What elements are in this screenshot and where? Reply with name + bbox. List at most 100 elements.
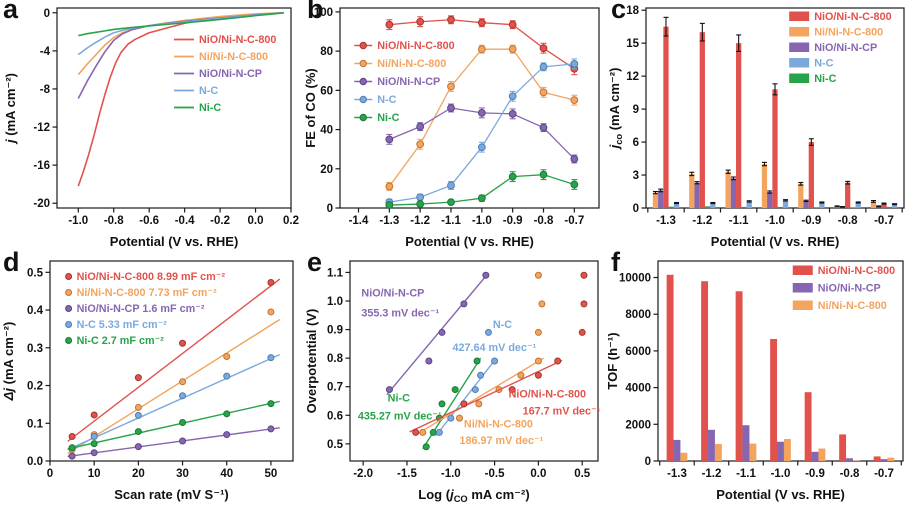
svg-text:-4: -4 [40,46,51,58]
series-NiO/Ni-N-C-800 [666,274,881,461]
svg-text:60: 60 [320,85,333,97]
panel-letter-a: a [3,0,19,24]
svg-text:0.0: 0.0 [27,456,43,468]
svg-text:Scan rate (mV S⁻¹): Scan rate (mV S⁻¹) [114,487,229,502]
chart-d-capacitance: 0 10 20 30 40 50 0.0 0.1 0.2 0.3 0.4 0.5 Scan rate (… [1,260,294,502]
svg-text:NiO/Ni-N-CP: NiO/Ni-N-CP [818,283,881,295]
chart-a-lsv-curves: -1.0 -0.8 -0.6 -0.4 -0.2 0.0 0.2 0 -4 -8 -12 -16 -20… [3,7,299,249]
chart-f-turnover-frequency: -1.3 -1.2 -1.1 -1.0 -0.9 -0.8 -0.7 0 2000 4000 600… [608,260,904,502]
svg-text:80: 80 [320,46,333,58]
series-NiO/Ni-N-CP [658,176,882,208]
svg-text:Potential (V vs. RHE): Potential (V vs. RHE) [405,234,534,249]
svg-text:427.64 mV dec⁻¹: 427.64 mV dec⁻¹ [453,342,537,354]
svg-text:40: 40 [320,125,333,137]
svg-text:-1.3: -1.3 [667,468,687,480]
svg-text:50: 50 [265,468,278,480]
series-NiO/Ni-N-CP [673,425,888,461]
series-Ni/Ni-N-C-800 [385,44,579,191]
svg-text:0.8: 0.8 [327,353,344,365]
legend-item-Ni-C 2.7 mF cm⁻² [65,337,73,344]
legend-item-NiO/Ni-N-CP [789,42,810,52]
svg-text:0.0: 0.0 [248,215,264,227]
panel-d: d 0 10 20 30 40 50 0.0 0.1 0.2 0.3 0.4 0.5 Scan rate… [0,247,303,505]
panel-letter-b: b [307,0,324,24]
legend-item-NiO/Ni-N-C-800 [792,265,813,275]
svg-text:NiO/Ni-N-CP: NiO/Ni-N-CP [361,288,424,300]
svg-text:-0.7: -0.7 [874,468,894,480]
svg-text:Log (jCO mA cm⁻²): Log (jCO mA cm⁻²) [418,487,529,504]
svg-text:-0.4: -0.4 [175,215,195,227]
svg-text:NiO/Ni-N-C-800 8.99 mF cm⁻²: NiO/Ni-N-C-800 8.99 mF cm⁻² [77,271,226,283]
svg-text:N-C: N-C [814,58,833,70]
series-Ni/Ni-N-C-800 [680,438,895,461]
svg-text:Ni-C 2.7 mF cm⁻²: Ni-C 2.7 mF cm⁻² [77,335,165,347]
svg-text:-0.8: -0.8 [840,468,860,480]
series-Ni-C [422,357,482,451]
svg-text:-12: -12 [33,122,50,134]
svg-text:0: 0 [633,203,639,215]
series-N-C [673,199,898,208]
svg-text:-8: -8 [40,84,51,96]
svg-text:9: 9 [633,104,639,116]
svg-text:-1.5: -1.5 [397,468,417,480]
svg-text:2000: 2000 [625,419,651,431]
chart-c-partial-current-density: -1.3 -1.2 -1.1 -1.0 -0.9 -0.8 -0.7 0 3 6 9 12 15 18 Po… [608,5,905,249]
svg-text:N-C: N-C [377,94,396,106]
svg-text:Δj (mA cm⁻²): Δj (mA cm⁻²) [1,322,16,402]
panel-letter-c: c [611,0,627,24]
svg-text:100: 100 [314,7,333,19]
svg-text:-1.0: -1.0 [68,215,88,227]
svg-text:20: 20 [320,164,333,176]
svg-text:0: 0 [44,8,50,20]
svg-text:167.7 mV dec⁻¹: 167.7 mV dec⁻¹ [523,405,601,417]
panel-a: a -1.0 -0.8 -0.6 -0.4 -0.2 0.0 0.2 0 -4 -8 -12 -16-… [0,0,303,252]
series-Ni-C [78,11,284,37]
panel-letter-e: e [307,247,323,277]
svg-text:-0.2: -0.2 [210,215,230,227]
svg-text:18: 18 [626,5,639,17]
svg-text:0.3: 0.3 [27,343,43,355]
svg-text:NiO/Ni-N-CP: NiO/Ni-N-CP [377,76,440,88]
svg-text:0.2: 0.2 [27,381,43,393]
svg-text:20: 20 [132,468,145,480]
svg-text:3: 3 [633,170,639,182]
svg-text:N-C: N-C [199,85,218,97]
legend-item-Ni/Ni-N-C-800 [792,300,813,310]
svg-text:0.5: 0.5 [327,439,344,451]
legend-item-NiO/Ni-N-C-800 [789,11,810,21]
series-NiO/Ni-N-CP [385,103,579,164]
legend-item-Ni-C [354,113,373,122]
svg-text:-0.7: -0.7 [564,215,584,227]
svg-text:FE of CO (%): FE of CO (%) [304,68,318,147]
svg-text:6000: 6000 [625,346,651,358]
legend-item-NiO/Ni-N-CP [792,283,813,293]
svg-text:Ni-C: Ni-C [377,112,399,124]
svg-text:-1.1: -1.1 [729,215,749,227]
svg-text:-1.2: -1.2 [692,215,712,227]
svg-text:TOF (h⁻¹): TOF (h⁻¹) [608,332,620,389]
svg-text:-1.0: -1.0 [771,468,791,480]
svg-text:Ni/Ni-N-C-800: Ni/Ni-N-C-800 [818,300,887,312]
svg-text:NiO/Ni-N-C-800: NiO/Ni-N-C-800 [199,34,276,46]
legend-item-N-C [789,58,810,68]
svg-text:0.6: 0.6 [327,410,343,422]
svg-text:40: 40 [220,468,233,480]
series-NiO/Ni-N-C-800 [67,278,281,442]
svg-text:Overpotential (V): Overpotential (V) [304,309,319,414]
svg-text:Ni-C: Ni-C [388,393,410,405]
svg-text:N-C: N-C [493,319,512,331]
svg-text:-16: -16 [33,160,50,172]
svg-text:1.0: 1.0 [327,296,343,308]
svg-text:Ni-C: Ni-C [199,102,221,114]
svg-text:-1.2: -1.2 [410,215,430,227]
series-NiO/Ni-N-C-800 [663,16,887,208]
svg-text:-2.0: -2.0 [353,468,373,480]
svg-text:355.3 mV dec⁻¹: 355.3 mV dec⁻¹ [361,308,439,320]
svg-text:NiO/Ni-N-C-800: NiO/Ni-N-C-800 [509,389,586,401]
legend-item-Ni/Ni-N-C-800 [789,27,810,37]
svg-text:-0.5: -0.5 [485,468,505,480]
panel-b: b -1.4 -1.3 -1.2 -1.1 -1.0 -0.9 -0.8 -0.7 0 20 40 6… [304,0,607,252]
svg-text:186.97 mV dec⁻¹: 186.97 mV dec⁻¹ [460,435,544,447]
legend-item-NiO/Ni-N-C-800 [354,41,373,50]
